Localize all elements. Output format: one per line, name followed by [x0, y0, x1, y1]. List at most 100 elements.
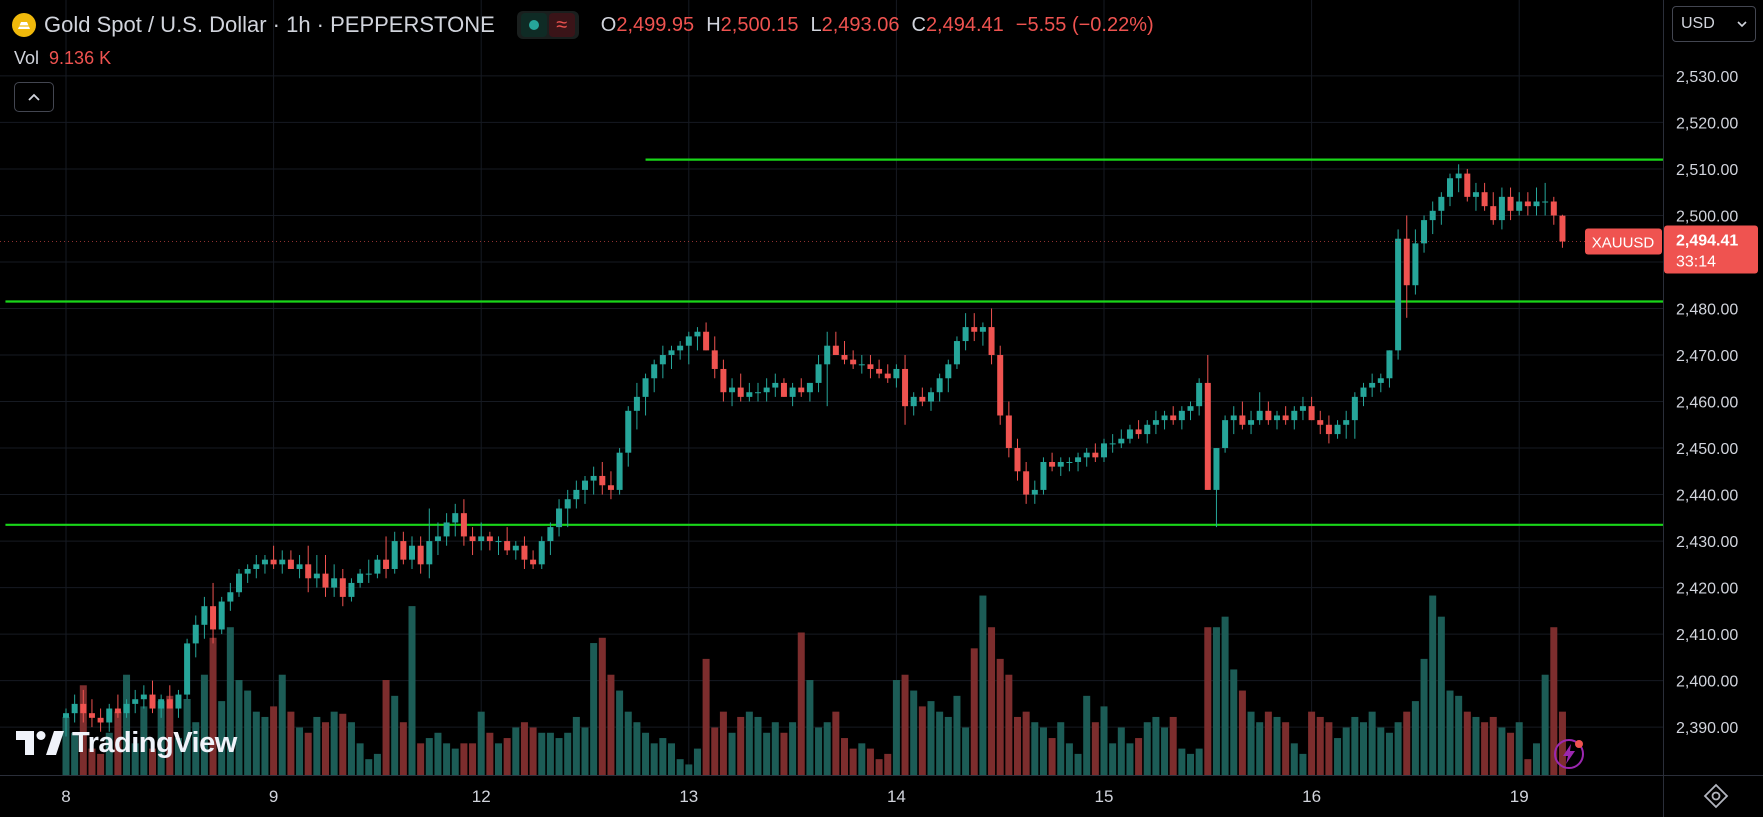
candle-body	[114, 708, 121, 714]
candle-body	[1490, 206, 1497, 221]
currency-select[interactable]: USD	[1672, 6, 1756, 42]
candle-body	[460, 513, 467, 537]
candle	[400, 531, 407, 565]
candle-body	[1325, 424, 1332, 435]
candle-body	[1126, 429, 1133, 439]
volume-bar	[607, 674, 615, 775]
volume-bar	[1290, 743, 1298, 775]
candle-body	[504, 541, 511, 551]
volume-bar	[555, 738, 563, 775]
candle	[1550, 196, 1557, 225]
candle-body	[106, 708, 113, 723]
candle-body	[426, 541, 433, 565]
candle-body	[780, 382, 787, 397]
candle	[1438, 192, 1445, 225]
volume-bar	[1368, 711, 1376, 775]
volume-bar	[1143, 722, 1151, 775]
volume-bar	[62, 716, 70, 775]
candle	[1421, 215, 1428, 253]
candle-body	[1239, 415, 1246, 425]
volume-bar	[1187, 753, 1194, 775]
candle-body	[1135, 429, 1142, 435]
candle-body	[711, 350, 718, 369]
candle-body	[158, 699, 165, 709]
candle	[1282, 406, 1289, 425]
volume-bar	[1420, 658, 1428, 775]
time-tick-label: 13	[679, 787, 698, 806]
candle	[1351, 392, 1358, 439]
candle	[210, 582, 217, 644]
candle-body	[1196, 382, 1203, 407]
candle	[1516, 192, 1523, 216]
volume-bar	[927, 701, 935, 775]
volume-bar	[1212, 627, 1220, 775]
collapse-legend-button[interactable]	[14, 82, 54, 112]
candle	[1230, 406, 1237, 435]
candle-body	[261, 559, 268, 565]
volume-bar	[702, 658, 710, 775]
candle-body	[1144, 424, 1151, 435]
candle	[1057, 457, 1064, 476]
candle	[1083, 448, 1090, 467]
candle-body	[1343, 420, 1350, 425]
volume-bar	[313, 716, 321, 775]
candle-body	[400, 541, 407, 560]
candle	[1447, 173, 1453, 207]
candle-body	[1049, 461, 1056, 467]
candle-body	[1369, 382, 1376, 388]
volume-bar	[728, 732, 736, 775]
lightning-icon[interactable]	[1553, 738, 1585, 770]
candle-body	[140, 694, 147, 700]
candle-body	[1178, 410, 1185, 421]
candle-body	[1351, 396, 1358, 421]
candle	[599, 461, 606, 495]
volume-legend[interactable]: Vol 9.136 K	[14, 48, 111, 69]
candle-body	[893, 368, 900, 379]
market-status[interactable]: ≈	[516, 11, 579, 39]
candle	[1023, 461, 1030, 504]
volume-bar	[174, 738, 182, 775]
volume-bar	[737, 716, 745, 775]
candle-body	[236, 573, 242, 593]
candle-body	[1334, 424, 1341, 435]
candle	[1472, 182, 1479, 211]
candle	[417, 536, 424, 574]
candle	[850, 350, 857, 369]
volume-bar	[564, 732, 572, 775]
candle-body	[1559, 215, 1566, 242]
candle	[1222, 415, 1229, 453]
candle	[1161, 410, 1168, 430]
candle	[1239, 401, 1246, 430]
candle	[971, 313, 978, 342]
candle-body	[1075, 457, 1082, 462]
candle	[1049, 452, 1056, 472]
candle-body	[538, 541, 545, 565]
candle	[1464, 168, 1471, 202]
price-tick-label: 2,480.00	[1676, 301, 1738, 318]
symbol-title[interactable]: Gold Spot / U.S. Dollar · 1h · PEPPERSTO…	[44, 12, 495, 37]
volume-bar	[261, 716, 269, 775]
price-tick-label: 2,450.00	[1676, 441, 1738, 458]
volume-bar	[1385, 732, 1393, 775]
candle-body	[928, 392, 934, 402]
candle-body	[227, 592, 234, 602]
price-tick-label: 2,420.00	[1676, 581, 1738, 598]
candle-body	[1014, 448, 1021, 472]
volume-bar	[1178, 748, 1186, 775]
candle	[1152, 410, 1159, 435]
candle	[720, 359, 727, 402]
candle	[590, 466, 597, 495]
volume-bar	[1429, 595, 1437, 775]
candle	[953, 336, 960, 369]
candle	[633, 382, 640, 430]
candle-body	[642, 378, 649, 397]
settings-icon[interactable]	[1702, 782, 1730, 810]
volume-bar	[1524, 759, 1532, 775]
candle-body	[478, 536, 485, 542]
tradingview-logo[interactable]: TradingView	[16, 726, 237, 760]
candle-body	[703, 331, 710, 351]
volume-bar	[1463, 711, 1471, 775]
candle	[1542, 182, 1549, 216]
candle	[763, 378, 770, 402]
